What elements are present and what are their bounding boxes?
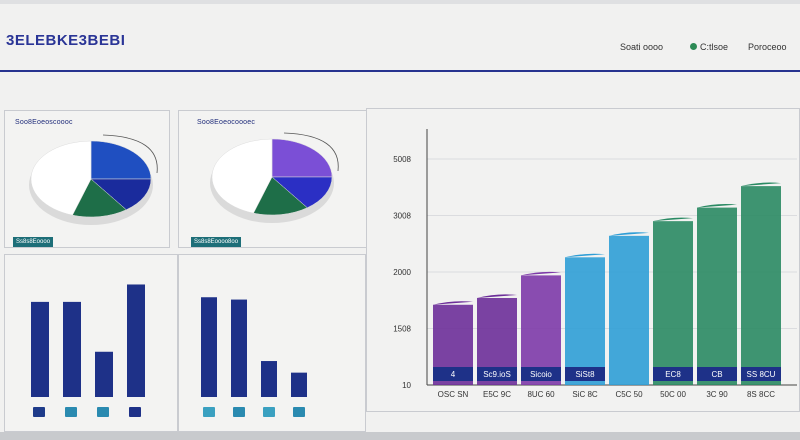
pie-panel-1: Soo8Eoeoscoooc Ss8s8Eoooo bbox=[4, 110, 170, 248]
bar-1-legend-icon-3 bbox=[97, 407, 109, 417]
big-bar-top-2 bbox=[477, 294, 517, 298]
big-bar-label-bg-2 bbox=[477, 367, 517, 381]
pie-panel-2: Soo8Eoeocoooec Ss8s8Eoooo8oo bbox=[178, 110, 368, 248]
pie-2-slice-white bbox=[211, 138, 273, 214]
big-bar-6 bbox=[653, 221, 693, 385]
bar-2-legend-icon-4 bbox=[293, 407, 305, 417]
bar-1-c bbox=[95, 351, 113, 397]
legend-dot-green bbox=[690, 43, 697, 50]
bar-2-legend-icon-2 bbox=[233, 407, 245, 417]
screen-bezel bbox=[0, 432, 800, 440]
big-xtick-5: C5C 50 bbox=[615, 390, 643, 399]
bar-2-c bbox=[261, 361, 277, 397]
big-bar-data-label-7: CB bbox=[711, 370, 722, 379]
big-bar-8 bbox=[741, 186, 781, 385]
bar-2-legend-icon-1 bbox=[203, 407, 215, 417]
legend-item-2[interactable]: C:tlsoe bbox=[700, 42, 729, 52]
pie-1-title: Soo8Eoeoscoooc bbox=[15, 119, 73, 126]
bar-1-a bbox=[31, 301, 49, 397]
bar-2-legend-icon-3 bbox=[263, 407, 275, 417]
legend-item-1[interactable]: Soati oooo bbox=[620, 42, 664, 52]
big-bar-data-label-4: SiSt8 bbox=[575, 370, 595, 379]
pie-1-footer: Ss8s8Eoooo bbox=[13, 237, 54, 247]
big-bar-3 bbox=[521, 275, 561, 385]
big-bar-5 bbox=[609, 235, 649, 385]
big-bar-label-bg-7 bbox=[697, 367, 737, 381]
pie-2-slice-purple bbox=[271, 138, 333, 178]
bar-1-b bbox=[63, 301, 81, 397]
pie-2-slice-green bbox=[253, 176, 308, 216]
pie-1-slice-green bbox=[72, 178, 127, 218]
big-ytick-0: 10 bbox=[402, 381, 411, 390]
big-bar-top-8 bbox=[741, 182, 781, 187]
big-bar-data-label-6: EC8 bbox=[665, 370, 681, 379]
big-bar-panel: 10 1508 2000 3008 5008 4 OSC SN Sc9.ioS E5C 9C Si… bbox=[366, 108, 800, 412]
big-bar-top-7 bbox=[697, 204, 737, 208]
big-xtick-8: 8S 8CC bbox=[747, 390, 775, 399]
big-bar-label-bg-4 bbox=[565, 367, 605, 381]
dashboard-header: 3ELEBKE3BEBI Soati oooo C:tlsoe Poroceoo bbox=[0, 4, 800, 70]
big-xtick-1: OSC SN bbox=[438, 390, 469, 399]
big-ytick-4: 5008 bbox=[393, 155, 411, 164]
big-bar-top-3 bbox=[521, 271, 561, 276]
page-title: 3ELEBKE3BEBI bbox=[6, 32, 126, 49]
pie-chart-1 bbox=[29, 134, 158, 225]
big-bar-label-bg-1 bbox=[433, 367, 473, 381]
pie-2-title: Soo8Eoeocoooec bbox=[197, 119, 256, 126]
big-ytick-1: 1508 bbox=[393, 325, 411, 334]
bar-chart-2 bbox=[201, 297, 307, 417]
legend-item-3[interactable]: Poroceoo bbox=[748, 42, 787, 52]
header-divider bbox=[0, 70, 800, 72]
pie-1-slice-navy bbox=[90, 178, 152, 211]
big-bar-data-label-1: 4 bbox=[451, 370, 456, 379]
big-xtick-4: SiC 8C bbox=[572, 390, 598, 399]
big-bar-chart: 10 1508 2000 3008 5008 4 OSC SN Sc9.ioS E5C 9C Si… bbox=[393, 129, 797, 399]
big-bar-label-bg-3 bbox=[521, 367, 561, 381]
big-bar-label-bg-8 bbox=[741, 367, 781, 381]
big-ytick-3: 3008 bbox=[393, 212, 411, 221]
big-bar-7 bbox=[697, 207, 737, 385]
big-bar-data-label-2: Sc9.ioS bbox=[483, 370, 511, 379]
big-bar-4 bbox=[565, 257, 605, 385]
big-bar-data-label-3: Sicoio bbox=[530, 370, 552, 379]
pie-1-arc bbox=[102, 134, 158, 174]
bar-2-a bbox=[201, 297, 217, 397]
bar-panel-1 bbox=[4, 254, 178, 432]
big-xtick-3: 8UC 60 bbox=[527, 390, 555, 399]
bar-2-b bbox=[231, 299, 247, 397]
big-bar-label-bg-6 bbox=[653, 367, 693, 381]
pie-1-slice-white bbox=[30, 140, 92, 216]
big-xtick-7: 3C 90 bbox=[706, 390, 728, 399]
pie-2-footer: Ss8s8Eoooo8oo bbox=[191, 237, 242, 247]
big-bar-top-5 bbox=[609, 232, 649, 236]
big-bar-top-4 bbox=[565, 253, 605, 258]
big-bar-top-1 bbox=[433, 301, 473, 305]
pie-2-arc bbox=[283, 132, 339, 172]
pie-1-slice-blue bbox=[90, 140, 152, 180]
big-bar-data-label-8: SS 8CU bbox=[747, 370, 776, 379]
bar-1-d bbox=[127, 284, 145, 397]
big-ytick-2: 2000 bbox=[393, 268, 411, 277]
bar-1-legend-icon-1 bbox=[33, 407, 45, 417]
bar-2-d bbox=[291, 372, 307, 397]
bar-chart-1 bbox=[31, 284, 145, 417]
bar-1-legend-icon-2 bbox=[65, 407, 77, 417]
pie-chart-2 bbox=[210, 132, 339, 223]
big-bar-top-6 bbox=[653, 217, 693, 222]
big-xtick-6: 50C 00 bbox=[660, 390, 686, 399]
bar-1-legend-icon-4 bbox=[129, 407, 141, 417]
pie-2-slice-blue bbox=[271, 176, 333, 209]
dashboard-screen: 3ELEBKE3BEBI Soati oooo C:tlsoe Poroceoo… bbox=[0, 4, 800, 432]
big-xtick-2: E5C 9C bbox=[483, 390, 511, 399]
bar-panel-2 bbox=[178, 254, 366, 432]
